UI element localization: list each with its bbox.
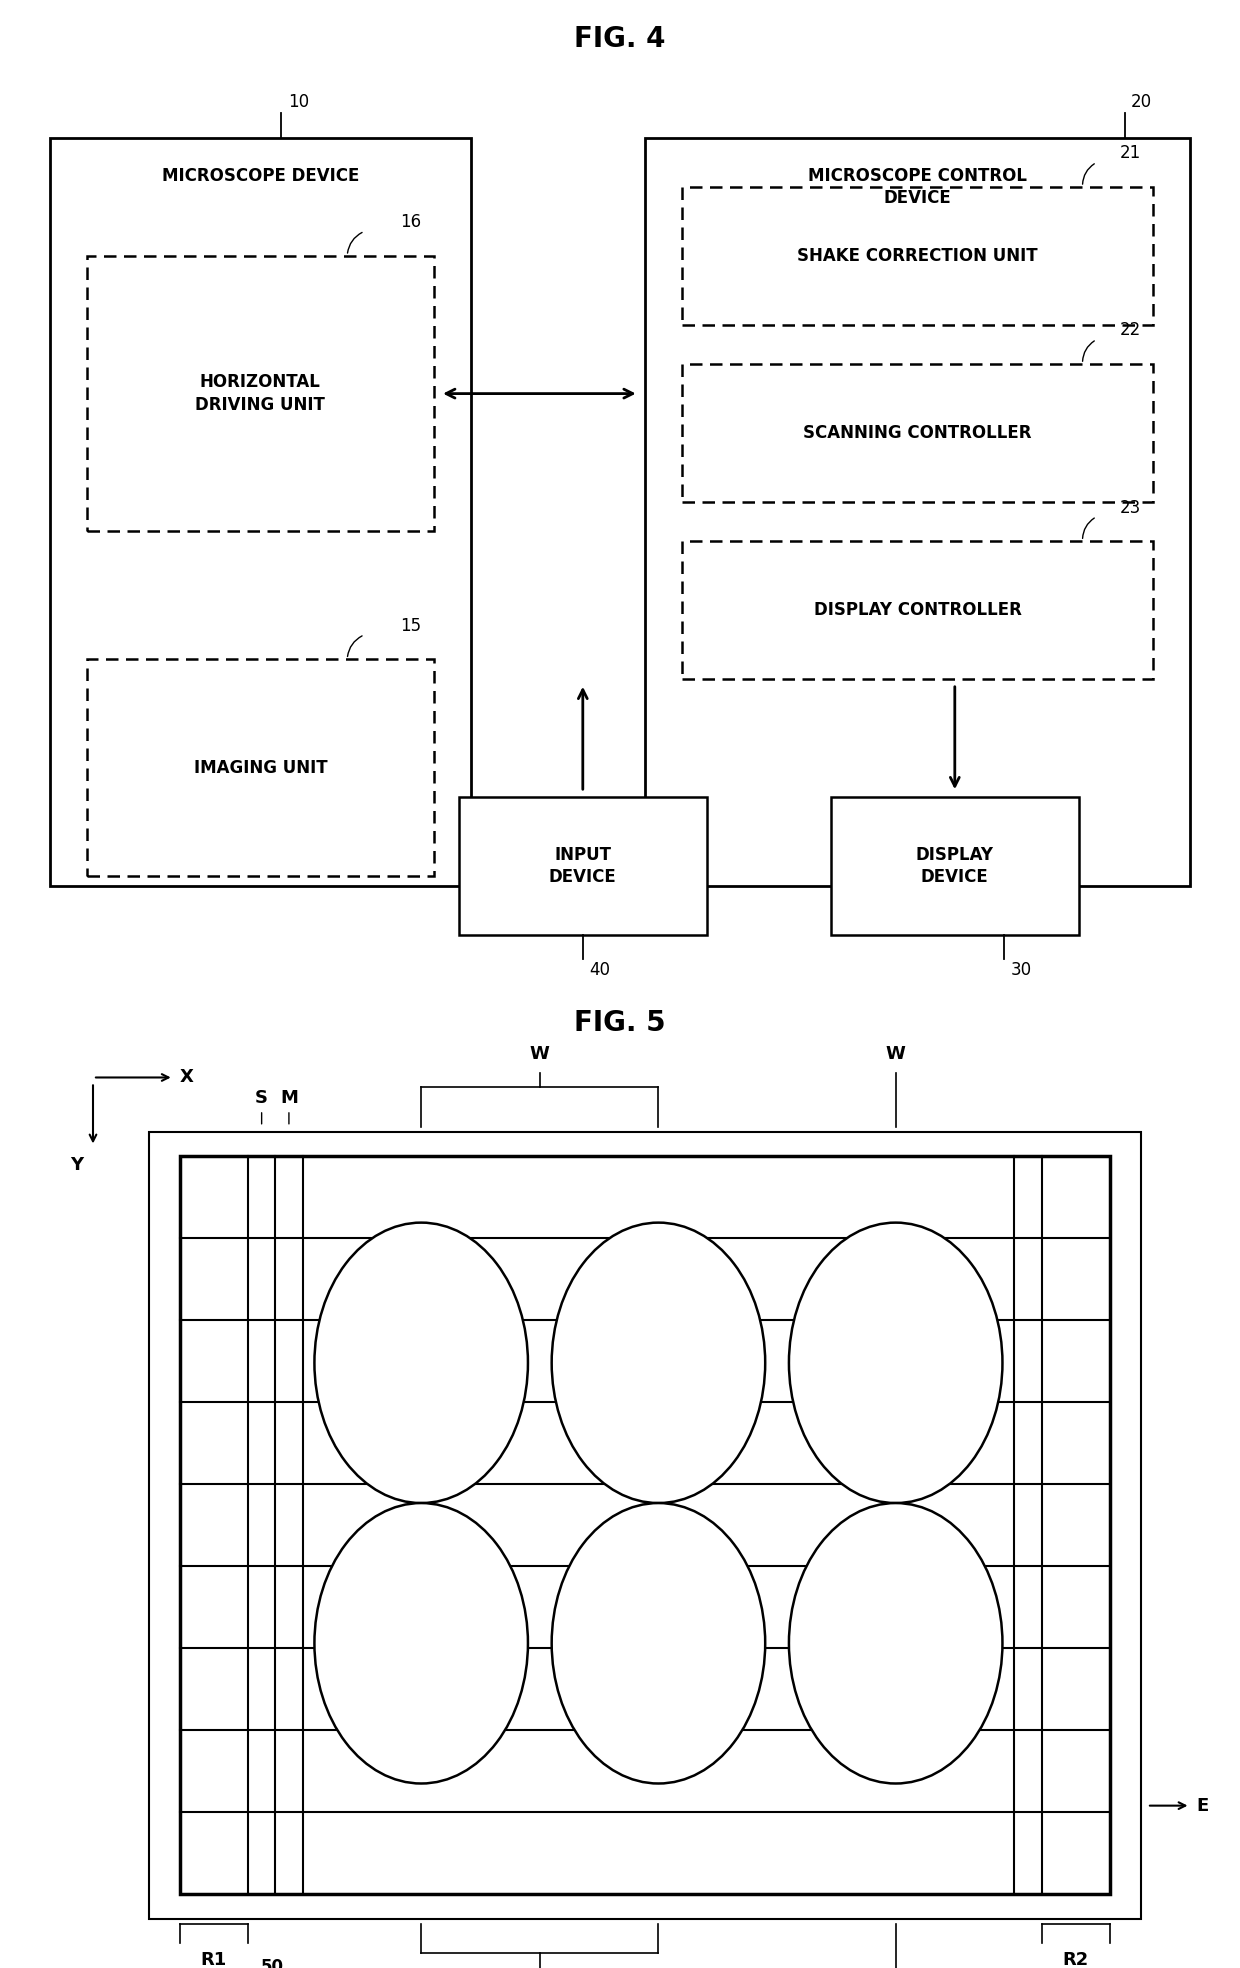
Text: DISPLAY CONTROLLER: DISPLAY CONTROLLER (813, 600, 1022, 620)
Bar (459, 797, 707, 935)
Bar (87, 659, 434, 876)
Text: Y: Y (71, 1155, 83, 1175)
Text: FIG. 5: FIG. 5 (574, 1010, 666, 1037)
Ellipse shape (552, 1504, 765, 1783)
Text: INPUT
DEVICE: INPUT DEVICE (549, 846, 616, 886)
Text: 16: 16 (401, 213, 422, 230)
Bar (149, 1132, 1141, 1919)
Text: 22: 22 (1120, 321, 1141, 338)
Ellipse shape (789, 1222, 1002, 1504)
Bar (682, 187, 1153, 325)
Text: 50: 50 (260, 1958, 284, 1968)
Text: S: S (255, 1088, 268, 1106)
Text: HORIZONTAL
DRIVING UNIT: HORIZONTAL DRIVING UNIT (196, 372, 325, 415)
Text: E: E (1197, 1797, 1209, 1814)
Text: 23: 23 (1120, 498, 1141, 516)
Text: SHAKE CORRECTION UNIT: SHAKE CORRECTION UNIT (797, 246, 1038, 266)
Text: FIG. 4: FIG. 4 (574, 26, 666, 53)
Text: X: X (180, 1069, 193, 1086)
Text: W: W (529, 1045, 549, 1063)
Bar (831, 797, 1079, 935)
Ellipse shape (315, 1504, 528, 1783)
Text: DISPLAY
DEVICE: DISPLAY DEVICE (916, 846, 993, 886)
Text: R1: R1 (201, 1952, 227, 1968)
Ellipse shape (315, 1222, 528, 1504)
Text: 10: 10 (288, 92, 309, 110)
Ellipse shape (552, 1222, 765, 1504)
Text: R2: R2 (1063, 1952, 1089, 1968)
Text: MICROSCOPE DEVICE: MICROSCOPE DEVICE (161, 167, 360, 185)
Bar (50, 138, 471, 886)
Text: 30: 30 (1011, 960, 1032, 980)
Text: M: M (280, 1088, 298, 1106)
Text: 40: 40 (589, 960, 610, 980)
Text: 15: 15 (401, 616, 422, 634)
Bar (682, 364, 1153, 502)
Text: 20: 20 (1131, 92, 1152, 110)
Text: MICROSCOPE CONTROL
DEVICE: MICROSCOPE CONTROL DEVICE (808, 167, 1027, 207)
Text: IMAGING UNIT: IMAGING UNIT (193, 758, 327, 777)
Bar (180, 1155, 1110, 1893)
Bar (87, 256, 434, 531)
Text: W: W (885, 1045, 905, 1063)
Ellipse shape (789, 1504, 1002, 1783)
Text: SCANNING CONTROLLER: SCANNING CONTROLLER (804, 423, 1032, 443)
Bar (645, 138, 1190, 886)
Text: 21: 21 (1120, 144, 1141, 161)
Bar (682, 541, 1153, 679)
